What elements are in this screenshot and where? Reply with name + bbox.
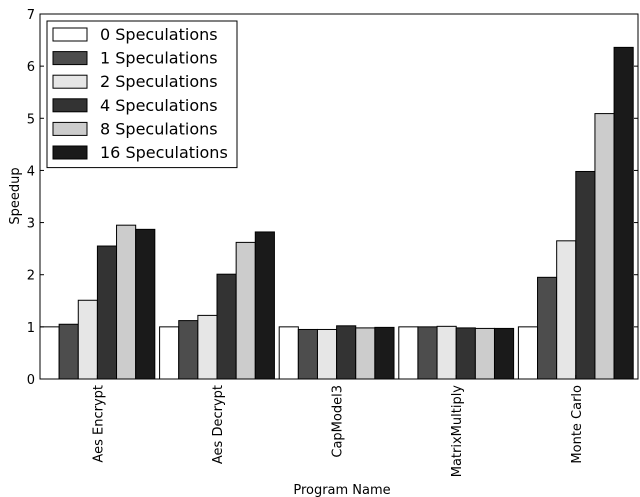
bar — [39, 326, 60, 380]
bar — [575, 170, 596, 380]
bar — [197, 314, 218, 380]
legend-swatch — [52, 51, 88, 66]
bar — [436, 325, 457, 380]
bar — [537, 276, 558, 380]
y-tick-label: 6 — [27, 60, 35, 75]
y-axis: 0 1 2 3 4 5 6 7 — [27, 8, 638, 388]
x-tick-label: Aes Decrypt — [211, 385, 226, 464]
x-axis-label: Program Name — [293, 483, 390, 497]
bar — [517, 326, 539, 380]
bar — [336, 325, 357, 380]
bar — [216, 273, 237, 380]
plot-frame — [39, 13, 639, 380]
y-tick-label: 5 — [27, 112, 35, 127]
legend-swatch — [52, 27, 88, 42]
legend-label: 16 Speculations — [100, 143, 228, 162]
x-axis: Aes Encrypt Aes Decrypt CapModel3 MatrixMul… — [91, 375, 585, 478]
bar — [594, 113, 615, 380]
bar — [254, 231, 275, 380]
legend-label: 0 Speculations — [100, 25, 218, 44]
bar — [159, 326, 180, 380]
x-tick-label: Aes Encrypt — [91, 385, 106, 463]
bar — [417, 326, 438, 380]
bar — [235, 241, 256, 380]
legend-label: 8 Speculations — [100, 119, 218, 138]
bar — [96, 245, 118, 380]
bars-layer — [39, 46, 634, 380]
y-axis-label: Speedup — [8, 167, 23, 224]
bar — [398, 326, 419, 380]
bar — [474, 327, 495, 380]
y-tick-label: 2 — [27, 269, 35, 284]
bar — [297, 328, 318, 380]
legend-label: 1 Speculations — [100, 49, 218, 68]
legend: 0 Speculations 1 Speculations 2 Speculatio… — [46, 20, 238, 169]
legend-swatch — [52, 74, 88, 89]
legend-swatch — [52, 98, 88, 113]
bar — [355, 327, 376, 380]
legend-box — [46, 20, 238, 169]
bar — [58, 323, 79, 380]
legend-swatch — [52, 145, 88, 160]
y-tick-label: 1 — [27, 321, 35, 336]
bar — [316, 328, 338, 380]
bar — [455, 327, 476, 380]
bar — [116, 224, 137, 380]
x-tick-label: MatrixMultiply — [450, 385, 465, 478]
y-tick-label: 3 — [27, 217, 35, 232]
x-tick-label: CapModel3 — [331, 385, 346, 458]
y-tick-label: 0 — [27, 373, 35, 388]
y-tick-label: 7 — [27, 8, 35, 23]
y-tick-label: 4 — [27, 164, 35, 179]
x-tick-label: Monte Carlo — [570, 385, 585, 464]
bar — [374, 326, 395, 380]
legend-label: 4 Speculations — [100, 96, 218, 115]
bar — [613, 46, 634, 380]
bar — [135, 228, 156, 380]
legend-label: 2 Speculations — [100, 72, 218, 91]
bar — [178, 320, 199, 380]
bar — [493, 327, 515, 380]
bar — [77, 299, 98, 380]
bar — [278, 326, 299, 380]
bar — [556, 240, 577, 380]
legend-swatch — [52, 121, 88, 136]
